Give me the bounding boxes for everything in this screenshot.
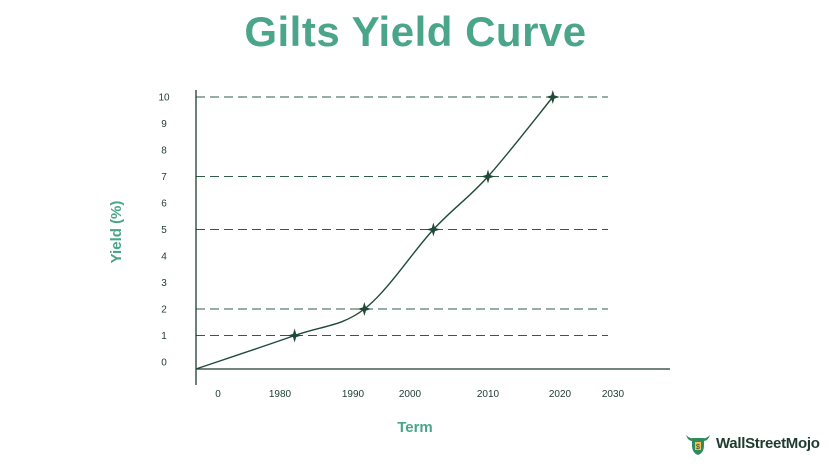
axes	[195, 90, 670, 385]
y-tick-label: 5	[161, 225, 167, 236]
data-point-marker	[357, 302, 372, 316]
brand-logo: $ WallStreetMojo	[684, 428, 820, 458]
y-tick-label: 3	[161, 278, 167, 289]
yield-curve-line	[195, 96, 554, 370]
y-tick-labels: 0 1 2 3 4 5 6 7 8 9 10	[158, 93, 170, 369]
y-tick-label: 0	[161, 358, 167, 369]
y-tick-label: 6	[161, 199, 167, 210]
data-markers	[287, 90, 560, 343]
x-tick-label: 0	[215, 389, 221, 400]
data-point-marker	[287, 328, 302, 343]
x-tick-label: 2020	[549, 389, 572, 400]
y-tick-label: 10	[158, 93, 170, 104]
data-point-marker	[545, 90, 560, 104]
x-tick-label: 2010	[477, 389, 500, 400]
y-axis-title: Yield (%)	[108, 201, 125, 264]
y-tick-label: 2	[161, 305, 167, 316]
bull-logo-icon: $	[686, 435, 710, 455]
x-tick-label: 2030	[602, 389, 625, 400]
x-tick-label: 1980	[269, 389, 292, 400]
x-tick-label: 2000	[399, 389, 422, 400]
x-axis-title: Term	[397, 419, 433, 436]
x-tick-labels: 0 1980 1990 2000 2010 2020 2030	[215, 389, 624, 400]
reference-lines	[196, 96, 608, 337]
y-tick-label: 9	[161, 119, 167, 130]
y-tick-label: 1	[161, 331, 167, 342]
x-tick-label: 1990	[342, 389, 365, 400]
brand-name: WallStreetMojo	[716, 434, 820, 452]
chart-title: Gilts Yield Curve	[244, 8, 587, 55]
y-tick-label: 8	[161, 146, 167, 157]
data-point-marker	[481, 169, 495, 184]
y-tick-label: 4	[161, 252, 167, 263]
y-tick-label: 7	[161, 172, 167, 183]
data-point-marker	[426, 222, 441, 237]
svg-text:$: $	[696, 444, 700, 451]
